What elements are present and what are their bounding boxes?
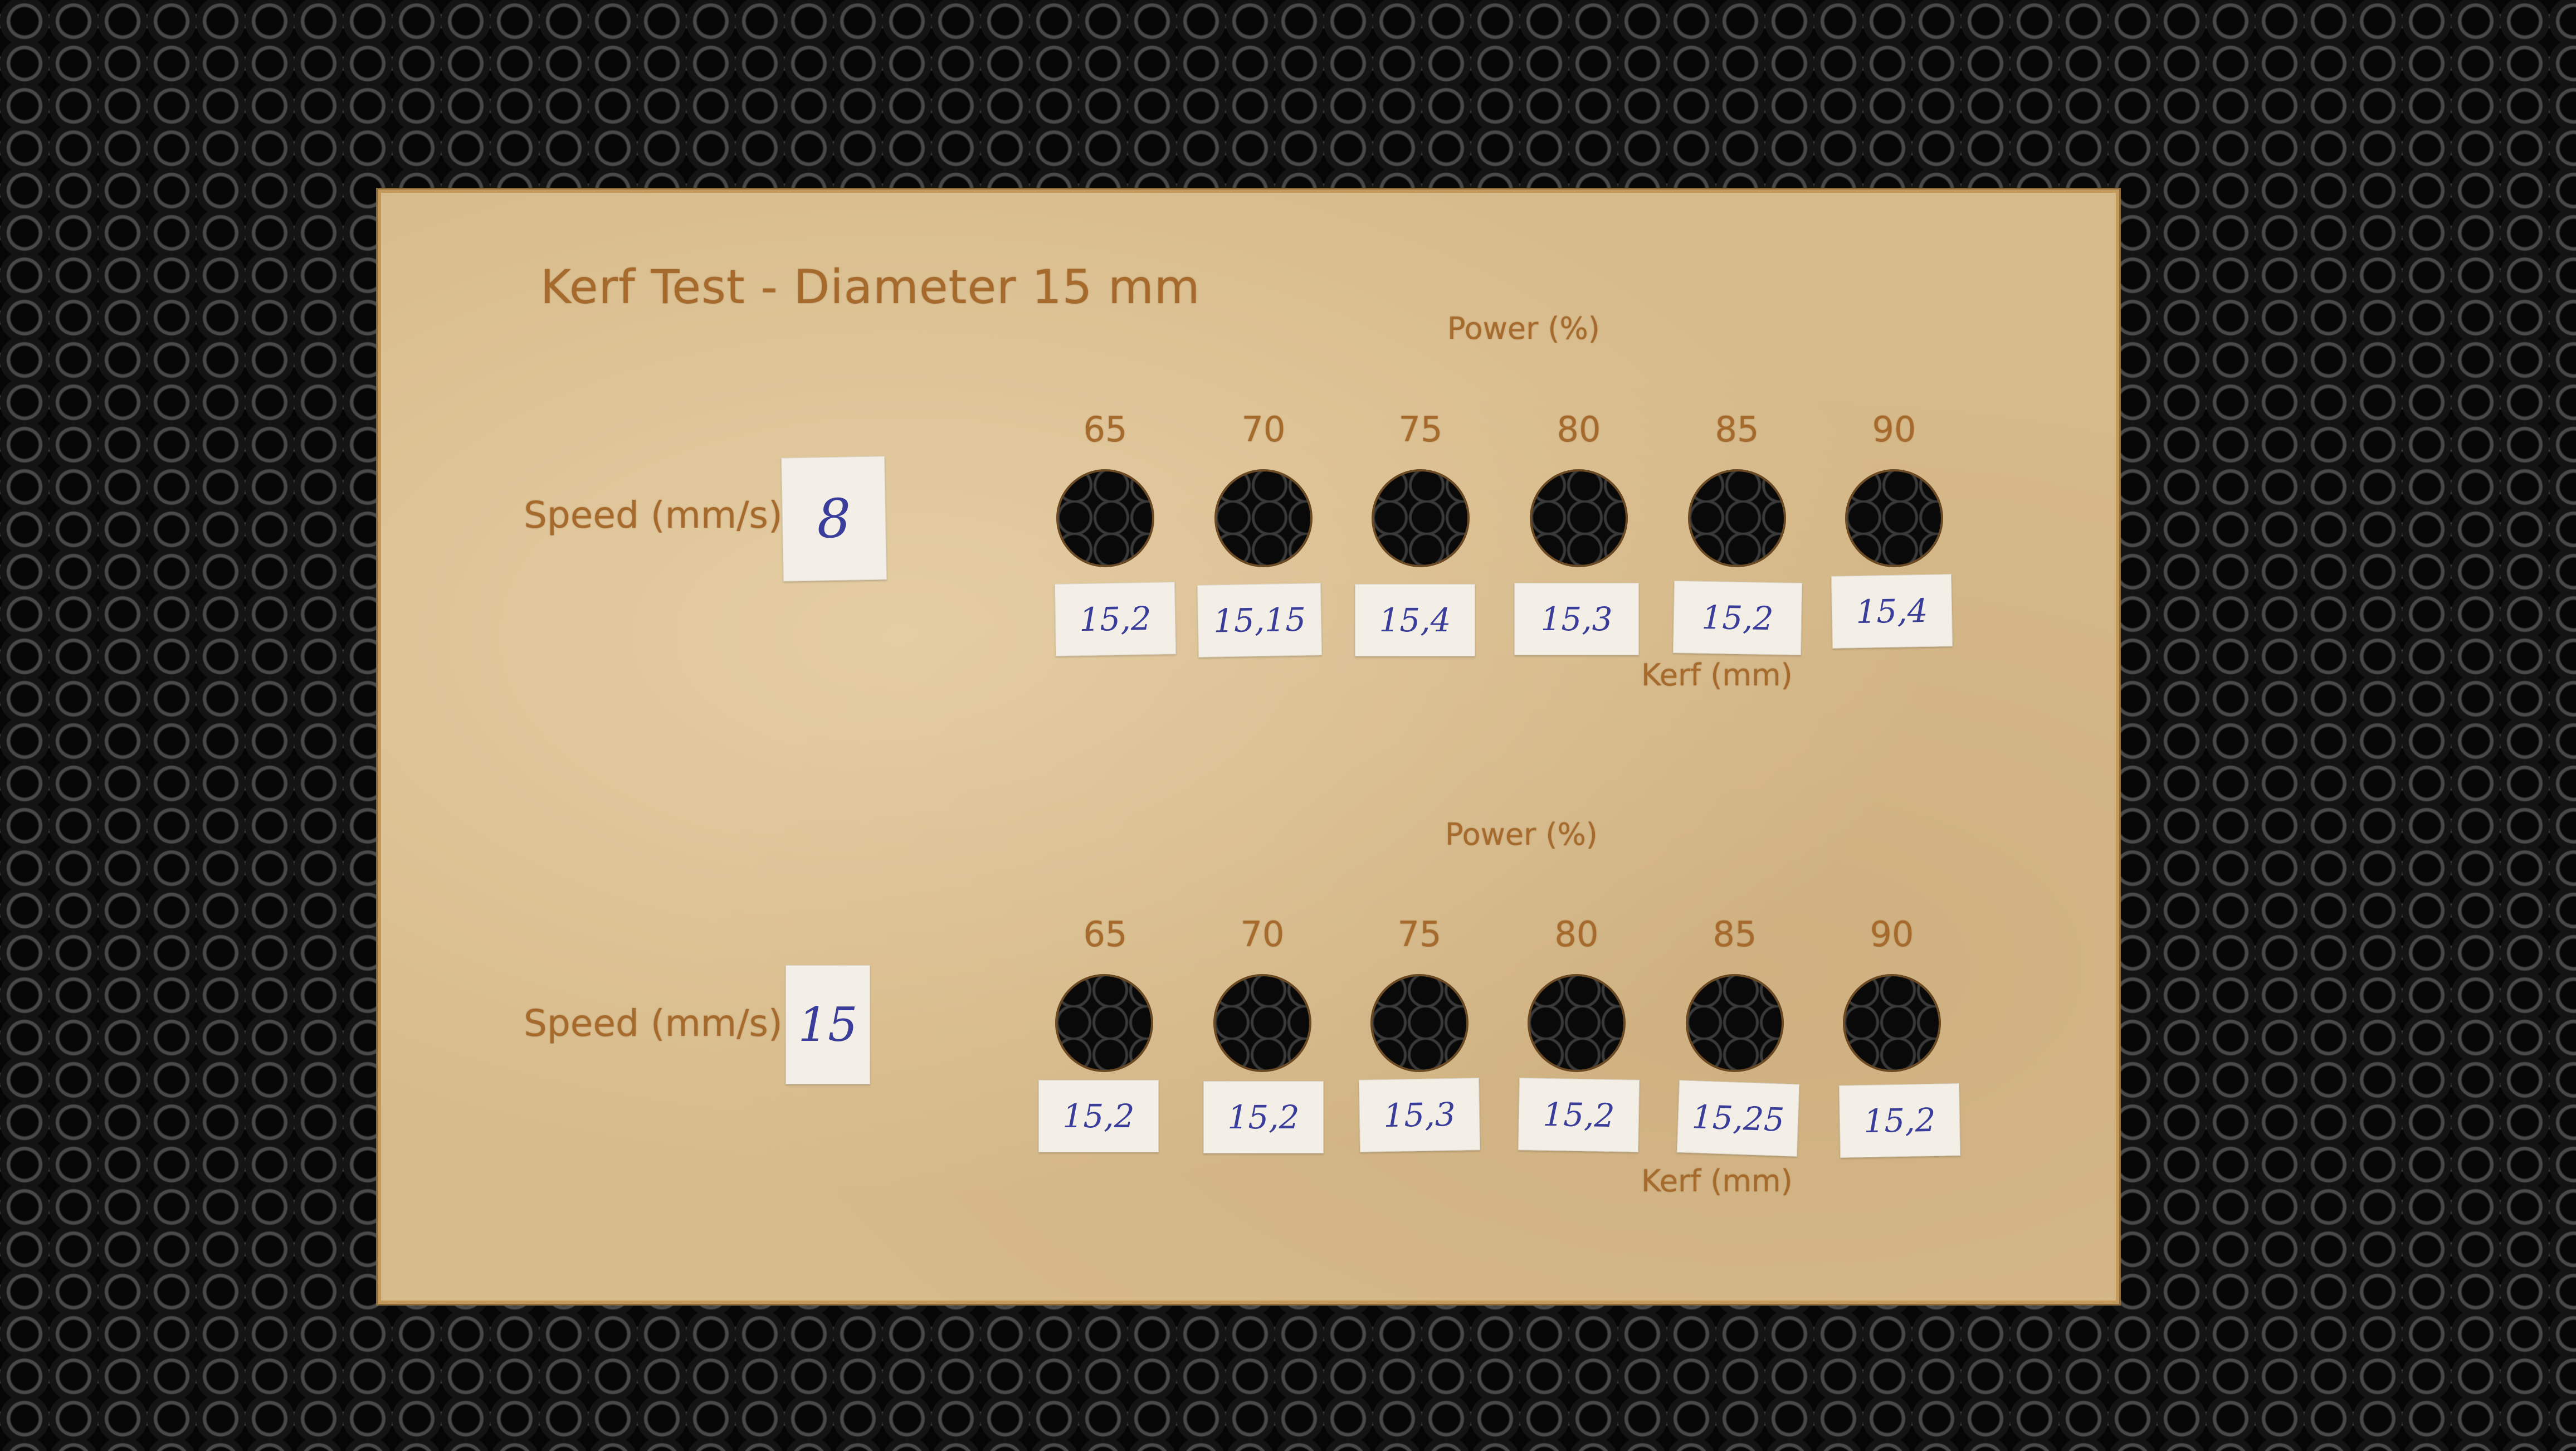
kerf-note: 15,3 [1514, 583, 1639, 655]
cut-hole [1213, 974, 1311, 1072]
kerf-note: 15,2 [1203, 1081, 1324, 1153]
cut-hole [1214, 469, 1313, 567]
kerf-note: 15,2 [1838, 1083, 1961, 1158]
kerf-note: 15,25 [1676, 1080, 1800, 1157]
cut-hole [1845, 469, 1943, 567]
power-value: 65 [1083, 409, 1128, 450]
power-value: 85 [1713, 914, 1757, 955]
kerf-note: 15,15 [1197, 583, 1323, 658]
power-value: 65 [1083, 914, 1128, 955]
speed-label: Speed (mm/s): [524, 494, 795, 537]
speed-value-note: 15 [786, 965, 870, 1084]
power-value: 85 [1715, 409, 1759, 450]
cut-hole [1530, 469, 1628, 567]
power-value: 75 [1398, 409, 1443, 450]
kerf-note: 15,2 [1518, 1078, 1640, 1152]
cut-hole [1528, 974, 1626, 1072]
cut-hole [1686, 974, 1784, 1072]
kerf-label: Kerf (mm) [1641, 1163, 1793, 1199]
cut-hole [1688, 469, 1786, 567]
power-value: 90 [1872, 409, 1916, 450]
board-title: Kerf Test - Diameter 15 mm [540, 260, 1201, 314]
kerf-note: 15,2 [1054, 582, 1177, 656]
power-value: 70 [1241, 409, 1286, 450]
cut-hole [1056, 469, 1154, 567]
power-value: 90 [1870, 914, 1914, 955]
speed-value-note: 8 [781, 456, 887, 582]
power-label: Power (%) [1445, 817, 1598, 852]
cut-hole [1372, 469, 1470, 567]
kerf-note: 15,4 [1355, 584, 1475, 656]
kerf-label: Kerf (mm) [1641, 658, 1793, 693]
power-label: Power (%) [1447, 311, 1600, 346]
power-value: 80 [1557, 409, 1601, 450]
mdf-test-board: Kerf Test - Diameter 15 mm Power (%) 65 … [378, 189, 2119, 1304]
kerf-note: 15,3 [1358, 1078, 1481, 1152]
cut-hole [1843, 974, 1941, 1072]
power-value: 80 [1554, 914, 1599, 955]
kerf-note: 15,4 [1831, 574, 1953, 649]
power-value: 75 [1397, 914, 1442, 955]
power-value: 70 [1240, 914, 1285, 955]
kerf-note: 15,2 [1038, 1080, 1159, 1152]
speed-label: Speed (mm/s): [524, 1002, 795, 1045]
kerf-note: 15,2 [1672, 581, 1803, 655]
cut-hole [1055, 974, 1153, 1072]
cut-hole [1370, 974, 1468, 1072]
